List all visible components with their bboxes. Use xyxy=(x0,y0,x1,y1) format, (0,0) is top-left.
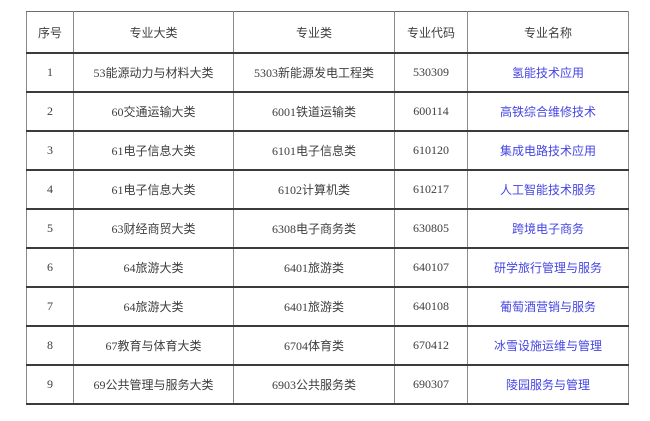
cell-major-class: 6704体育类 xyxy=(233,326,395,366)
cell-major-code: 670412 xyxy=(394,326,468,366)
column-header-major-class: 专业类 xyxy=(233,11,395,54)
cell-row-number: 9 xyxy=(26,365,74,405)
major-name-link[interactable]: 集成电路技术应用 xyxy=(499,144,596,158)
cell-major-category: 60交通运输大类 xyxy=(73,92,234,132)
cell-major-name: 跨境电子商务 xyxy=(467,209,629,249)
cell-major-code: 530309 xyxy=(394,53,468,93)
cell-row-number: 4 xyxy=(26,170,74,210)
cell-row-number: 3 xyxy=(26,131,74,171)
cell-major-code: 640108 xyxy=(394,287,468,327)
cell-major-name: 集成电路技术应用 xyxy=(467,131,629,171)
major-name-link[interactable]: 高铁综合维修技术 xyxy=(499,105,596,119)
majors-table: 序号 专业大类 专业类 专业代码 专业名称 1 53能源动力与材料大类 5303新能源发电工… xyxy=(26,11,629,405)
major-name-link[interactable]: 人工智能技术服务 xyxy=(499,183,596,197)
column-header-row-number: 序号 xyxy=(26,11,74,54)
table-row: 9 69公共管理与服务大类 6903公共服务类 690307 陵园服务与管理 xyxy=(26,365,629,405)
cell-major-name: 冰雪设施运维与管理 xyxy=(467,326,629,366)
table-row: 1 53能源动力与材料大类 5303新能源发电工程类 530309 氢能技术应用 xyxy=(26,53,629,93)
table-row: 7 64旅游大类 6401旅游类 640108 葡萄酒营销与服务 xyxy=(26,287,629,327)
cell-row-number: 7 xyxy=(26,287,74,327)
table-body: 1 53能源动力与材料大类 5303新能源发电工程类 530309 氢能技术应用 2 60交… xyxy=(26,53,629,405)
cell-major-name: 葡萄酒营销与服务 xyxy=(467,287,629,327)
header-row: 序号 专业大类 专业类 专业代码 专业名称 xyxy=(26,11,629,54)
cell-major-code: 600114 xyxy=(394,92,468,132)
column-header-major-name: 专业名称 xyxy=(467,11,629,54)
cell-major-class: 6903公共服务类 xyxy=(233,365,395,405)
table-row: 2 60交通运输大类 6001铁道运输类 600114 高铁综合维修技术 xyxy=(26,92,629,132)
cell-major-class: 6401旅游类 xyxy=(233,287,395,327)
cell-major-name: 陵园服务与管理 xyxy=(467,365,629,405)
major-name-link[interactable]: 氢能技术应用 xyxy=(511,66,584,80)
cell-major-class: 6001铁道运输类 xyxy=(233,92,395,132)
cell-major-category: 67教育与体育大类 xyxy=(73,326,234,366)
major-name-link[interactable]: 冰雪设施运维与管理 xyxy=(493,339,602,353)
cell-major-category: 64旅游大类 xyxy=(73,287,234,327)
table-row: 6 64旅游大类 6401旅游类 640107 研学旅行管理与服务 xyxy=(26,248,629,288)
cell-major-category: 61电子信息大类 xyxy=(73,170,234,210)
cell-row-number: 6 xyxy=(26,248,74,288)
cell-major-code: 640107 xyxy=(394,248,468,288)
cell-major-category: 69公共管理与服务大类 xyxy=(73,365,234,405)
cell-row-number: 2 xyxy=(26,92,74,132)
cell-major-class: 6101电子信息类 xyxy=(233,131,395,171)
cell-major-code: 610120 xyxy=(394,131,468,171)
cell-major-class: 6401旅游类 xyxy=(233,248,395,288)
major-name-link[interactable]: 陵园服务与管理 xyxy=(505,378,590,392)
cell-major-name: 人工智能技术服务 xyxy=(467,170,629,210)
cell-major-class: 6102计算机类 xyxy=(233,170,395,210)
cell-major-category: 53能源动力与材料大类 xyxy=(73,53,234,93)
cell-row-number: 5 xyxy=(26,209,74,249)
major-name-link[interactable]: 跨境电子商务 xyxy=(511,222,584,236)
table-row: 8 67教育与体育大类 6704体育类 670412 冰雪设施运维与管理 xyxy=(26,326,629,366)
table-row: 3 61电子信息大类 6101电子信息类 610120 集成电路技术应用 xyxy=(26,131,629,171)
cell-major-name: 氢能技术应用 xyxy=(467,53,629,93)
column-header-major-category: 专业大类 xyxy=(73,11,234,54)
cell-major-code: 610217 xyxy=(394,170,468,210)
table-row: 5 63财经商贸大类 6308电子商务类 630805 跨境电子商务 xyxy=(26,209,629,249)
cell-row-number: 1 xyxy=(26,53,74,93)
cell-major-code: 630805 xyxy=(394,209,468,249)
cell-major-category: 64旅游大类 xyxy=(73,248,234,288)
majors-table-container: 序号 专业大类 专业类 专业代码 专业名称 1 53能源动力与材料大类 5303新能源发电工… xyxy=(26,11,629,405)
cell-major-class: 5303新能源发电工程类 xyxy=(233,53,395,93)
cell-row-number: 8 xyxy=(26,326,74,366)
major-name-link[interactable]: 葡萄酒营销与服务 xyxy=(499,300,596,314)
table-row: 4 61电子信息大类 6102计算机类 610217 人工智能技术服务 xyxy=(26,170,629,210)
major-name-link[interactable]: 研学旅行管理与服务 xyxy=(493,261,602,275)
cell-major-code: 690307 xyxy=(394,365,468,405)
cell-major-name: 研学旅行管理与服务 xyxy=(467,248,629,288)
cell-major-category: 63财经商贸大类 xyxy=(73,209,234,249)
cell-major-class: 6308电子商务类 xyxy=(233,209,395,249)
cell-major-name: 高铁综合维修技术 xyxy=(467,92,629,132)
column-header-major-code: 专业代码 xyxy=(394,11,468,54)
cell-major-category: 61电子信息大类 xyxy=(73,131,234,171)
